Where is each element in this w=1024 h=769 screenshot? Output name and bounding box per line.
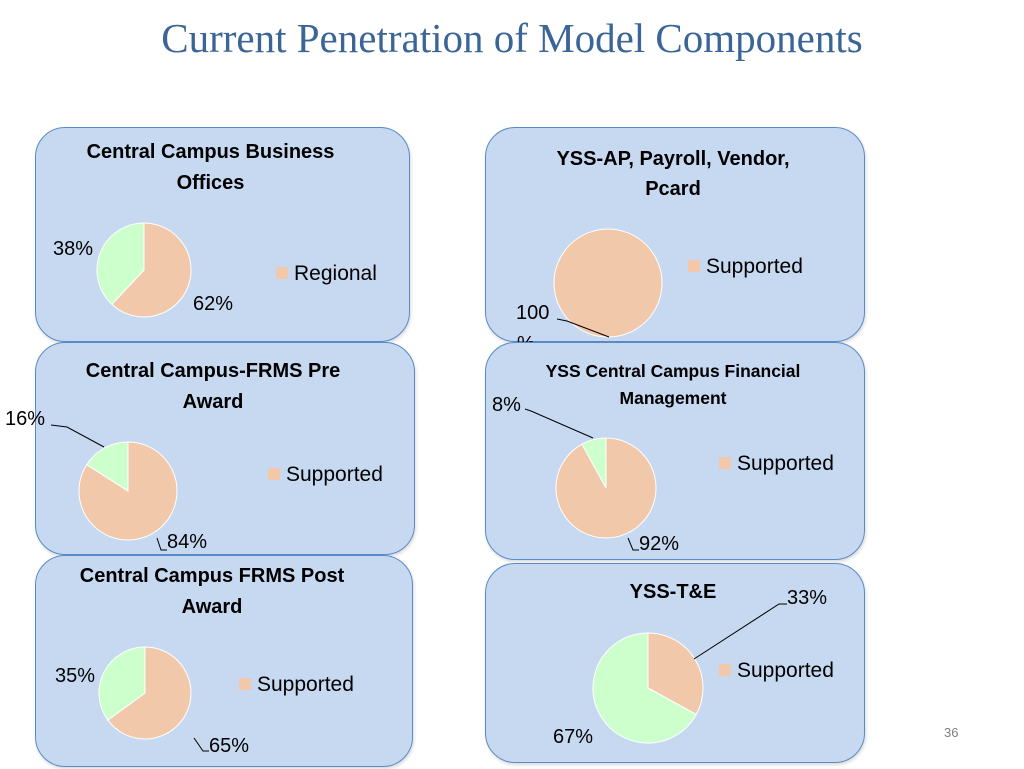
data-label: 92%	[639, 533, 679, 555]
legend-swatch	[719, 457, 731, 469]
data-label: 84%	[167, 531, 207, 553]
data-label: 67%	[553, 726, 593, 748]
leader-line	[193, 737, 209, 752]
chart-title-line: Award	[182, 596, 243, 618]
legend-label: Supported	[706, 255, 803, 278]
chart-title-line: Central Campus Business	[87, 141, 335, 163]
chart-title-line: Central Campus FRMS Post	[80, 565, 345, 587]
pie-slice	[581, 437, 607, 489]
chart-panel: YSS Central Campus Financial Management 92…	[485, 342, 865, 560]
legend-label: Supported	[257, 673, 354, 696]
legend-label: Supported	[737, 659, 834, 682]
leader-line	[627, 537, 639, 551]
chart-title-line: Offices	[177, 172, 245, 194]
leader-line	[693, 603, 787, 660]
slide-title: Current Penetration of Model Components	[161, 15, 863, 61]
chart-title-line: Award	[183, 391, 244, 413]
chart-title-line: Management	[620, 388, 727, 408]
data-label: 33%	[787, 587, 827, 609]
chart-panel: YSS-T&E 33% 67% Supported	[485, 563, 865, 763]
legend-swatch	[719, 664, 731, 676]
data-label: 65%	[209, 735, 249, 757]
leader-line	[156, 537, 167, 551]
data-label: 8%	[492, 394, 521, 416]
legend-label: Supported	[737, 452, 834, 475]
pie-slice	[85, 441, 129, 492]
leader-line	[556, 318, 610, 338]
pie-slice	[98, 646, 146, 721]
legend-swatch	[239, 678, 251, 690]
chart-title-line: YSS-T&E	[630, 581, 717, 603]
legend-label: Supported	[286, 463, 383, 486]
page-number: 36	[944, 725, 959, 740]
chart-title-line: Central Campus-FRMS Pre	[86, 360, 341, 382]
chart-panel: Central Campus Business Offices 62% 38% Regi…	[35, 127, 410, 342]
chart-panel: YSS-AP, Payroll, Vendor,Pcard100%Support…	[485, 127, 865, 355]
data-label: 35%	[55, 665, 95, 687]
legend-swatch	[688, 260, 700, 272]
leader-line	[524, 408, 594, 439]
chart-title-line: YSS Central Campus Financial	[546, 361, 801, 381]
chart-title-line: Pcard	[645, 178, 701, 200]
pie-slice	[107, 646, 192, 740]
pie-slice	[647, 632, 704, 716]
pie-slice	[592, 632, 697, 744]
legend-label: Regional	[294, 262, 377, 285]
data-label: 62%	[193, 293, 233, 315]
pie-slice	[96, 222, 145, 305]
pie-slice	[111, 222, 192, 318]
data-label: 16%	[5, 408, 45, 430]
data-label: 100	[516, 302, 549, 324]
legend-swatch	[276, 267, 288, 279]
leader-line	[50, 424, 105, 448]
chart-panel: Central Campus FRMS Post Award 65% 35% Suppo…	[35, 555, 413, 767]
chart-panel: Central Campus-FRMS Pre Award 84% 16% Suppor…	[5, 342, 415, 555]
legend-swatch	[268, 468, 280, 480]
data-label: 38%	[53, 238, 93, 260]
chart-title-line: YSS-AP, Payroll, Vendor,	[556, 148, 789, 170]
